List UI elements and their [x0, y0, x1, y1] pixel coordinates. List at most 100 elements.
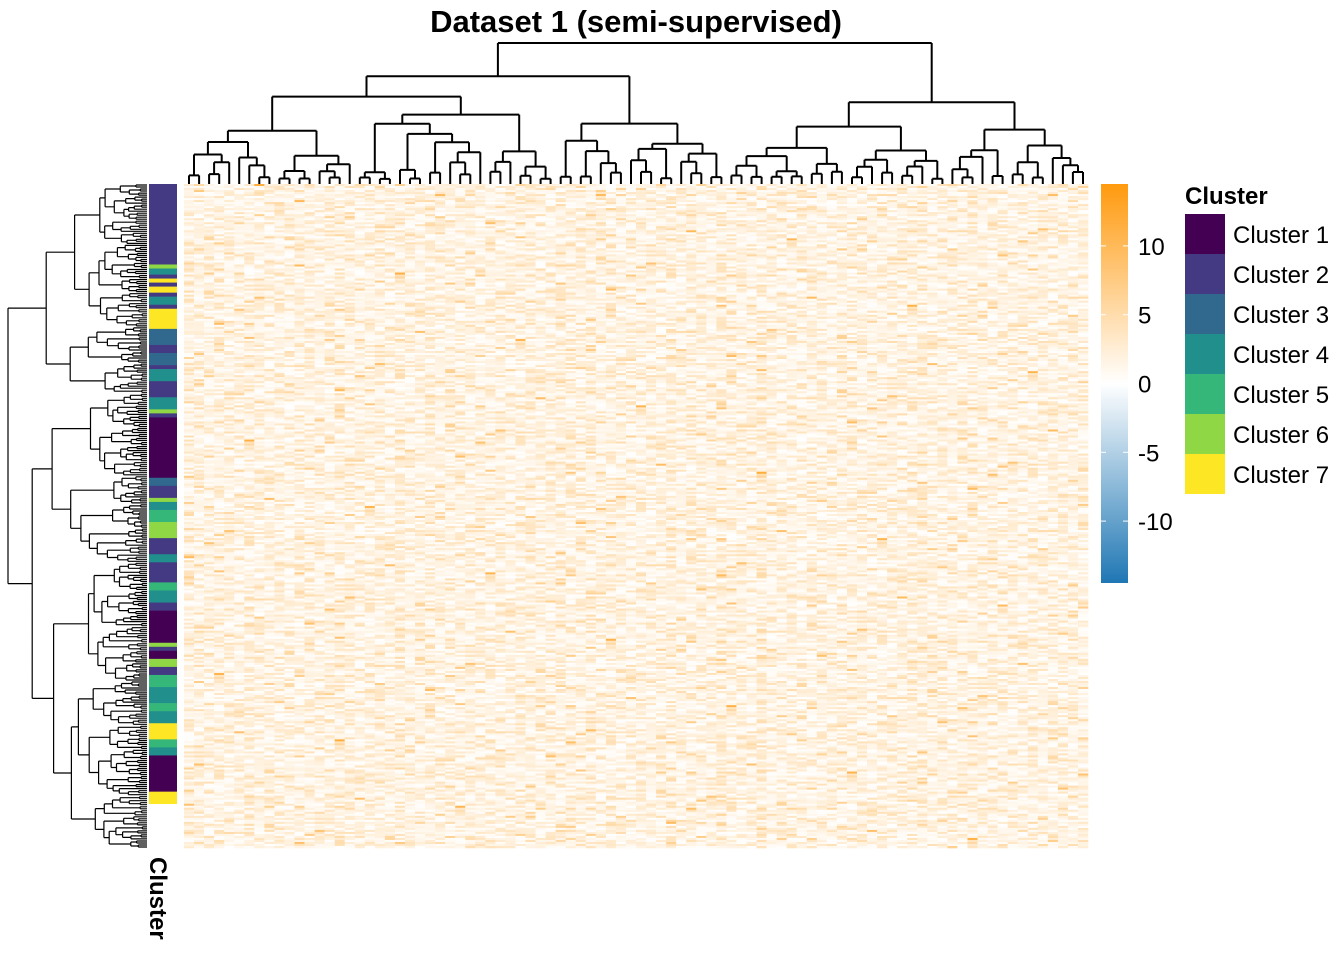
heatmap-cell: [264, 282, 275, 285]
heatmap-cell: [1027, 244, 1039, 247]
heatmap-cell: [344, 284, 356, 287]
heatmap-cell: [957, 270, 968, 273]
heatmap-cell: [204, 276, 215, 279]
heatmap-cell: [615, 184, 627, 187]
heatmap-cell: [836, 218, 848, 221]
heatmap-cell: [746, 188, 757, 191]
heatmap-cell: [1007, 214, 1018, 217]
heatmap-cell: [756, 214, 767, 217]
heatmap-cell: [214, 276, 225, 279]
heatmap-cell: [997, 270, 1008, 273]
heatmap-cell: [204, 250, 215, 253]
heatmap-cell: [646, 202, 657, 205]
heatmap-cell: [1017, 232, 1029, 235]
heatmap-cell: [575, 292, 587, 295]
heatmap-cell: [856, 282, 868, 285]
heatmap-cell: [545, 234, 556, 237]
heatmap-cell: [585, 188, 597, 191]
heatmap-cell: [997, 274, 1008, 277]
heatmap-cell: [836, 206, 848, 209]
heatmap-cell: [927, 286, 938, 289]
heatmap-cell: [304, 232, 315, 235]
heatmap-cell: [676, 214, 687, 217]
heatmap-cell: [304, 184, 315, 187]
heatmap-cell: [404, 250, 416, 253]
heatmap-cell: [415, 254, 426, 257]
heatmap-cell: [636, 284, 647, 287]
heatmap-cell: [957, 226, 968, 229]
heatmap-cell: [605, 190, 617, 193]
heatmap-cell: [394, 272, 406, 275]
heatmap-cell: [907, 278, 918, 281]
heatmap-cell: [766, 280, 777, 283]
heatmap-cell: [254, 276, 265, 279]
heatmap-cell: [796, 282, 808, 285]
heatmap-cell: [927, 272, 938, 275]
heatmap-cell: [415, 292, 426, 295]
heatmap-cell: [264, 260, 275, 263]
heatmap-cell: [686, 230, 697, 233]
heatmap-cell: [686, 190, 697, 193]
annotation-block: [149, 282, 177, 287]
heatmap-cell: [1017, 240, 1029, 243]
heatmap-cell: [706, 194, 717, 197]
heatmap-cell: [907, 280, 918, 283]
heatmap-cell: [425, 252, 436, 255]
heatmap-cell: [435, 280, 446, 283]
heatmap-cell: [244, 252, 255, 255]
heatmap-cell: [696, 206, 707, 209]
heatmap-cell: [445, 292, 456, 295]
heatmap-cell: [354, 288, 366, 291]
heatmap-cell: [1027, 200, 1039, 203]
heatmap-cell: [314, 260, 325, 263]
heatmap-cell: [374, 226, 386, 229]
heatmap-cell: [746, 272, 757, 275]
heatmap-cell: [676, 186, 687, 189]
heatmap-cell: [435, 268, 446, 271]
heatmap-cell: [575, 260, 587, 263]
heatmap-cell: [1077, 278, 1089, 281]
heatmap-cell: [324, 194, 335, 197]
heatmap-cell: [465, 258, 476, 261]
heatmap-cell: [846, 186, 858, 189]
heatmap-cell: [244, 212, 255, 215]
heatmap-cell: [997, 194, 1008, 197]
heatmap-cell: [625, 252, 637, 255]
heatmap-cell: [374, 266, 386, 269]
heatmap-cell: [575, 244, 587, 247]
heatmap-cell: [666, 222, 677, 225]
heatmap-cell: [937, 270, 948, 273]
heatmap-cell: [294, 230, 305, 233]
heatmap-cell: [676, 200, 687, 203]
heatmap-cell: [836, 254, 848, 257]
heatmap-cell: [485, 252, 496, 255]
heatmap-cell: [585, 206, 597, 209]
heatmap-cell: [525, 260, 536, 263]
heatmap-cell: [967, 190, 978, 193]
heatmap-cell: [856, 200, 868, 203]
heatmap-cell: [505, 202, 516, 205]
heatmap-cell: [425, 206, 436, 209]
heatmap-cell: [465, 268, 476, 271]
heatmap-cell: [836, 236, 848, 239]
heatmap-cell: [465, 188, 476, 191]
heatmap-cell: [244, 206, 255, 209]
heatmap-cell: [696, 262, 707, 265]
heatmap-cell: [987, 184, 998, 187]
heatmap-cell: [1077, 280, 1089, 283]
heatmap-cell: [234, 238, 245, 241]
heatmap-cell: [585, 208, 597, 211]
heatmap-cell: [856, 214, 868, 217]
heatmap-cell: [575, 196, 587, 199]
heatmap-cell: [836, 290, 848, 293]
heatmap-cell: [264, 198, 275, 201]
heatmap-cell: [314, 272, 325, 275]
heatmap-cell: [515, 248, 526, 251]
heatmap-cell: [957, 222, 968, 225]
heatmap-cell: [334, 256, 346, 259]
heatmap-cell: [525, 228, 536, 231]
heatmap-cell: [384, 282, 396, 285]
heatmap-cell: [244, 202, 255, 205]
heatmap-cell: [515, 278, 526, 281]
heatmap-cell: [364, 288, 376, 291]
